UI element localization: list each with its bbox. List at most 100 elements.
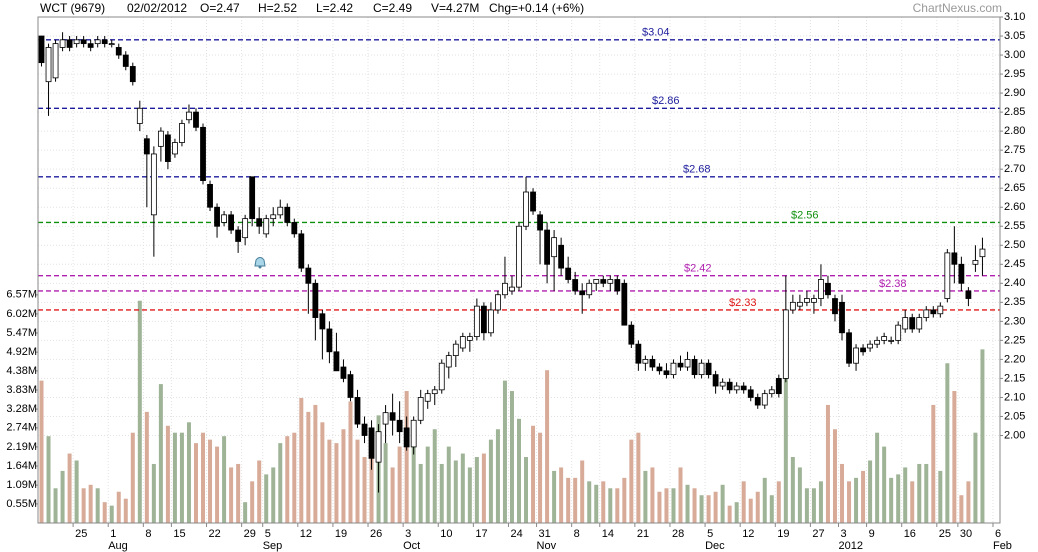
x-tick-label: 5 <box>265 528 271 540</box>
candle-body <box>705 362 712 376</box>
y-tick-label: 2.85 <box>1004 106 1025 118</box>
x-tick-label: 6 <box>995 528 1001 540</box>
volume-bar <box>179 432 184 523</box>
volume-bar <box>818 481 823 523</box>
volume-bar <box>446 446 451 523</box>
candle-body <box>628 324 635 345</box>
volume-bar <box>229 467 234 523</box>
candle-body <box>347 374 354 398</box>
candle-body <box>403 427 410 448</box>
candle-body <box>565 267 572 280</box>
volume-bar <box>797 467 802 523</box>
x-tick-label: 3 <box>840 528 846 540</box>
candle-body <box>796 301 803 307</box>
candle-body <box>473 305 480 337</box>
header-field: L=2.42 <box>316 1 353 15</box>
candle-body <box>726 381 733 391</box>
volume-bar <box>861 470 866 523</box>
candle-body <box>902 317 909 330</box>
candle-body <box>375 431 382 463</box>
candle-body <box>614 279 621 292</box>
candle-body <box>235 229 242 242</box>
x-tick-label: 25 <box>939 528 951 540</box>
x-tick-label: 19 <box>335 528 347 540</box>
volume-bar <box>306 411 311 523</box>
x-tick-label: 28 <box>672 528 684 540</box>
candle-body <box>663 370 670 376</box>
candle-body <box>972 260 979 265</box>
volume-bar <box>559 467 564 523</box>
candle-body <box>340 366 347 379</box>
volume-bar <box>854 477 859 523</box>
plot-frame <box>37 16 1001 524</box>
volume-tick-label: 1.64M <box>6 460 37 472</box>
candle-body <box>839 301 845 334</box>
candle-body <box>684 359 691 368</box>
candle-body <box>136 107 143 124</box>
volume-tick-label: 0.55M <box>6 498 37 510</box>
volume-bar <box>952 391 957 523</box>
candle-body <box>256 218 263 227</box>
candle-body <box>916 317 923 330</box>
volume-bar <box>980 349 985 523</box>
volume-bar <box>137 300 142 523</box>
volume-bar <box>355 439 360 523</box>
candle-body <box>607 279 614 284</box>
candle-body <box>509 286 515 292</box>
x-tick-label: 31 <box>539 528 551 540</box>
candle-body <box>424 393 431 402</box>
volume-bar <box>643 470 648 523</box>
candle-body <box>733 385 740 391</box>
volume-bar <box>580 460 585 523</box>
volume-bar <box>924 463 929 523</box>
candle-body <box>895 324 902 341</box>
volume-bar <box>285 436 290 523</box>
volume-bar <box>973 432 978 523</box>
candle-body <box>193 111 199 128</box>
y-tick-label: 2.30 <box>1004 315 1025 327</box>
volume-bar <box>109 505 114 523</box>
volume-bar <box>67 453 72 523</box>
volume-bar <box>172 432 177 523</box>
y-tick-label: 2.05 <box>1004 410 1025 422</box>
y-tick-label: 2.80 <box>1004 125 1025 137</box>
candle-body <box>186 111 192 121</box>
volume-bar <box>144 411 149 523</box>
volume-bar <box>193 443 198 523</box>
volume-bar <box>418 463 423 523</box>
candle-body <box>270 214 277 220</box>
candle-body <box>593 279 600 284</box>
y-tick-label: 2.50 <box>1004 239 1025 251</box>
volume-bar <box>362 457 367 523</box>
volume-bar <box>896 474 901 523</box>
candle-body <box>94 39 101 45</box>
candle-body <box>52 43 59 79</box>
candle-body <box>677 362 684 368</box>
volume-bar <box>165 425 170 523</box>
volume-bar <box>102 502 107 523</box>
volume-bar <box>734 502 739 523</box>
candle-body <box>284 206 291 223</box>
volume-bar <box>917 463 922 523</box>
y-tick-label: 2.65 <box>1004 182 1025 194</box>
y-tick-label: 2.25 <box>1004 334 1025 346</box>
volume-bar <box>545 370 550 523</box>
volume-bar <box>524 457 529 523</box>
candle-body <box>38 35 45 64</box>
candle-body <box>761 393 768 406</box>
candle-body <box>410 419 417 448</box>
candle-body <box>495 294 501 311</box>
candle-body <box>649 359 656 368</box>
volume-bar <box>811 488 816 523</box>
level-label: $2.33 <box>729 297 757 309</box>
source-label: ChartNexus.com <box>913 1 1002 15</box>
volume-bar <box>341 429 346 523</box>
volume-tick-label: 5.47M <box>6 327 37 339</box>
candle-body <box>221 214 227 223</box>
header-field: WCT (9679) <box>40 1 105 15</box>
candle-body <box>656 366 663 372</box>
candle-body <box>621 282 628 326</box>
candle-body <box>445 355 452 368</box>
volume-bar <box>264 474 269 523</box>
volume-bar <box>938 470 943 523</box>
